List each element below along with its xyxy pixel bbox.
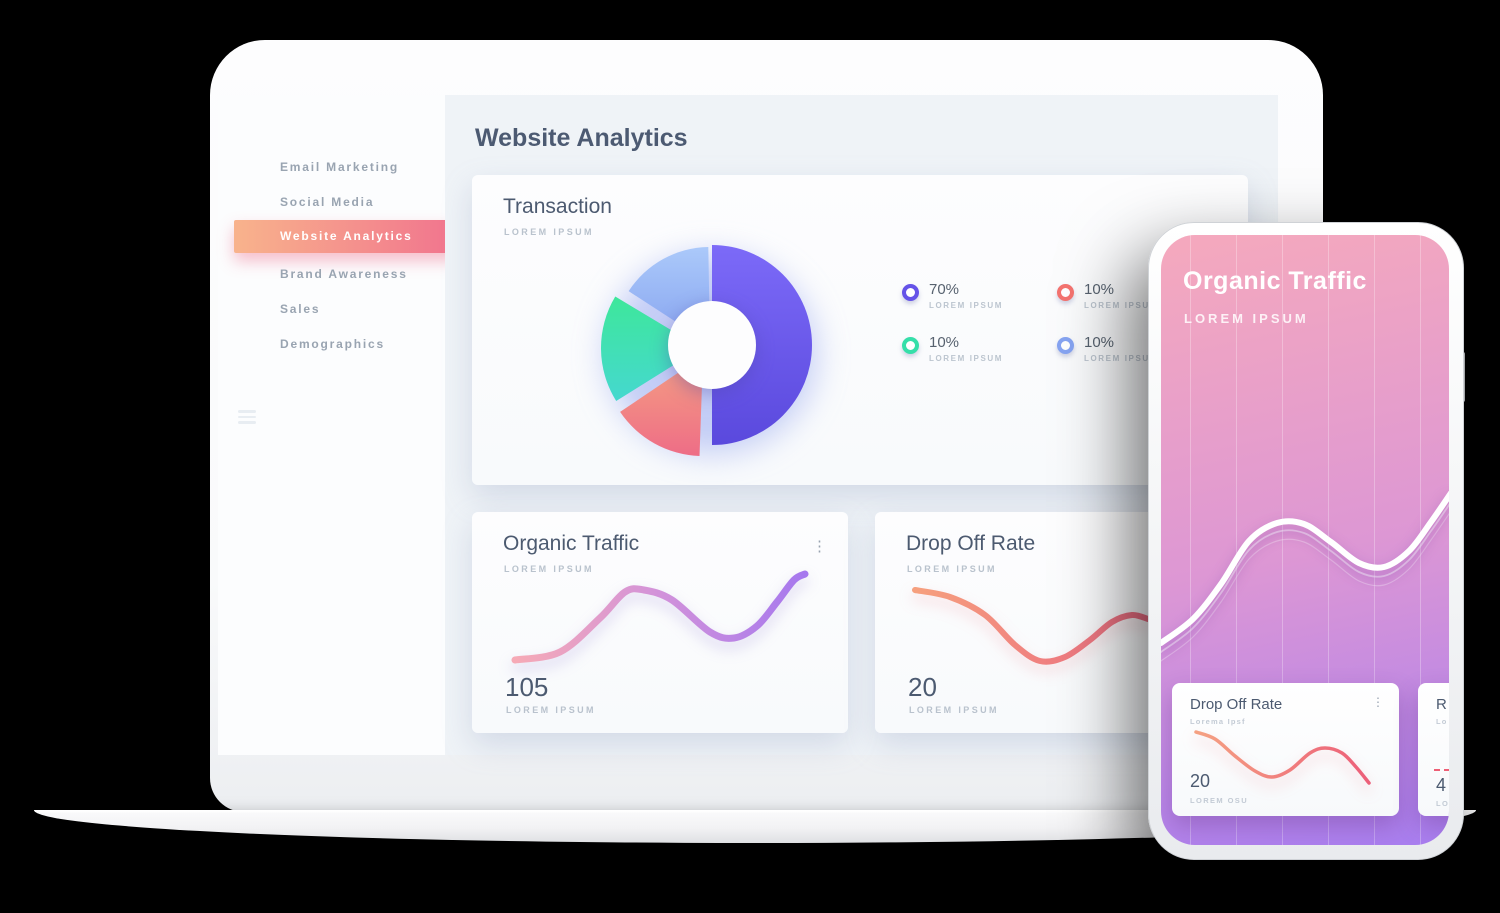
transaction-card-title: Transaction — [503, 195, 612, 218]
organic-card-subtitle: LOREM IPSUM — [504, 564, 594, 574]
phone-dropoff-value: 20 — [1190, 771, 1211, 791]
phone-partial-value-label: LO — [1436, 799, 1449, 808]
legend-value: 10% — [1084, 281, 1115, 298]
legend-item-10-red[interactable]: 10% LOREM IPSUM — [1057, 281, 1212, 310]
phone-partial-card: R Lo 4 LO — [1418, 683, 1449, 816]
organic-card-value-label: LOREM IPSUM — [506, 705, 596, 715]
phone-subtitle: LOREM IPSUM — [1184, 311, 1309, 326]
phone-dropoff-subtitle: Lorema Ipsf — [1190, 717, 1246, 726]
legend-label: LOREM IPSUM — [929, 354, 1004, 363]
legend-ring-icon — [902, 284, 919, 301]
dropoff-card-subtitle: LOREM IPSUM — [907, 564, 997, 574]
transaction-card: Transaction LOREM IPSUM 70% LOREM IPSUM … — [472, 175, 1248, 485]
organic-card-title: Organic Traffic — [503, 532, 640, 555]
organic-traffic-card: Organic Traffic LOREM IPSUM ⋮ 105 LOREM … — [472, 512, 848, 733]
legend-ring-icon — [1057, 284, 1074, 301]
legend-label: LOREM IPSUM — [929, 301, 1004, 310]
sidebar-nav: Email Marketing Social Media Website Ana… — [218, 150, 498, 362]
sidebar-item-social-media[interactable]: Social Media — [280, 195, 375, 209]
sidebar-item-brand-awareness[interactable]: Brand Awareness — [280, 267, 408, 281]
hamburger-icon[interactable] — [238, 410, 256, 427]
organic-line-chart — [511, 570, 809, 664]
phone-dropoff-title: Drop Off Rate — [1190, 696, 1283, 713]
phone-wave-chart — [1161, 490, 1449, 662]
phone-partial-subtitle: Lo — [1436, 717, 1448, 726]
phone-partial-value: 4 — [1436, 775, 1447, 795]
transaction-donut-chart — [601, 245, 812, 456]
partial-chart-dashes-icon — [1434, 769, 1449, 771]
page-title: Website Analytics — [475, 124, 688, 152]
dropoff-card-title: Drop Off Rate — [906, 532, 1036, 555]
sidebar: Email Marketing Social Media Website Ana… — [218, 95, 498, 755]
kebab-menu-icon[interactable]: ⋮ — [812, 538, 827, 555]
sidebar-item-demographics[interactable]: Demographics — [280, 337, 385, 351]
legend-item-70[interactable]: 70% LOREM IPSUM — [902, 281, 1057, 310]
legend-item-10-teal[interactable]: 10% LOREM IPSUM — [902, 334, 1057, 363]
legend-label: LOREM IPSUM — [1084, 354, 1159, 363]
phone-dropoff-value-label: LOREM OSU — [1190, 796, 1249, 805]
organic-card-value: 105 — [505, 672, 549, 702]
phone-screen: Organic Traffic LOREM IPSUM Drop Off Rat… — [1161, 235, 1449, 845]
dropoff-card-value: 20 — [908, 672, 937, 702]
legend-value: 70% — [929, 281, 960, 298]
legend-value: 10% — [1084, 334, 1115, 351]
transaction-card-subtitle: LOREM IPSUM — [504, 227, 594, 237]
phone-title: Organic Traffic — [1183, 267, 1367, 295]
legend-label: LOREM IPSUM — [1084, 301, 1159, 310]
sidebar-item-sales[interactable]: Sales — [280, 302, 321, 316]
legend-value: 10% — [929, 334, 960, 351]
sidebar-item-email-marketing[interactable]: Email Marketing — [280, 160, 400, 174]
phone-dropoff-line-chart — [1194, 730, 1371, 785]
dropoff-card-value-label: LOREM IPSUM — [909, 705, 999, 715]
transaction-legend: 70% LOREM IPSUM 10% LOREM IPSUM 10% LORE… — [902, 281, 1212, 363]
legend-ring-icon — [1057, 337, 1074, 354]
kebab-menu-icon[interactable]: ⋮ — [1372, 695, 1384, 709]
dropoff-line-chart — [912, 587, 1151, 665]
legend-item-10-blue[interactable]: 10% LOREM IPSUM — [1057, 334, 1212, 363]
phone-dropoff-card: Drop Off Rate Lorema Ipsf ⋮ 20 LOREM OSU — [1172, 683, 1399, 816]
legend-ring-icon — [902, 337, 919, 354]
phone-partial-title: R — [1436, 696, 1447, 713]
